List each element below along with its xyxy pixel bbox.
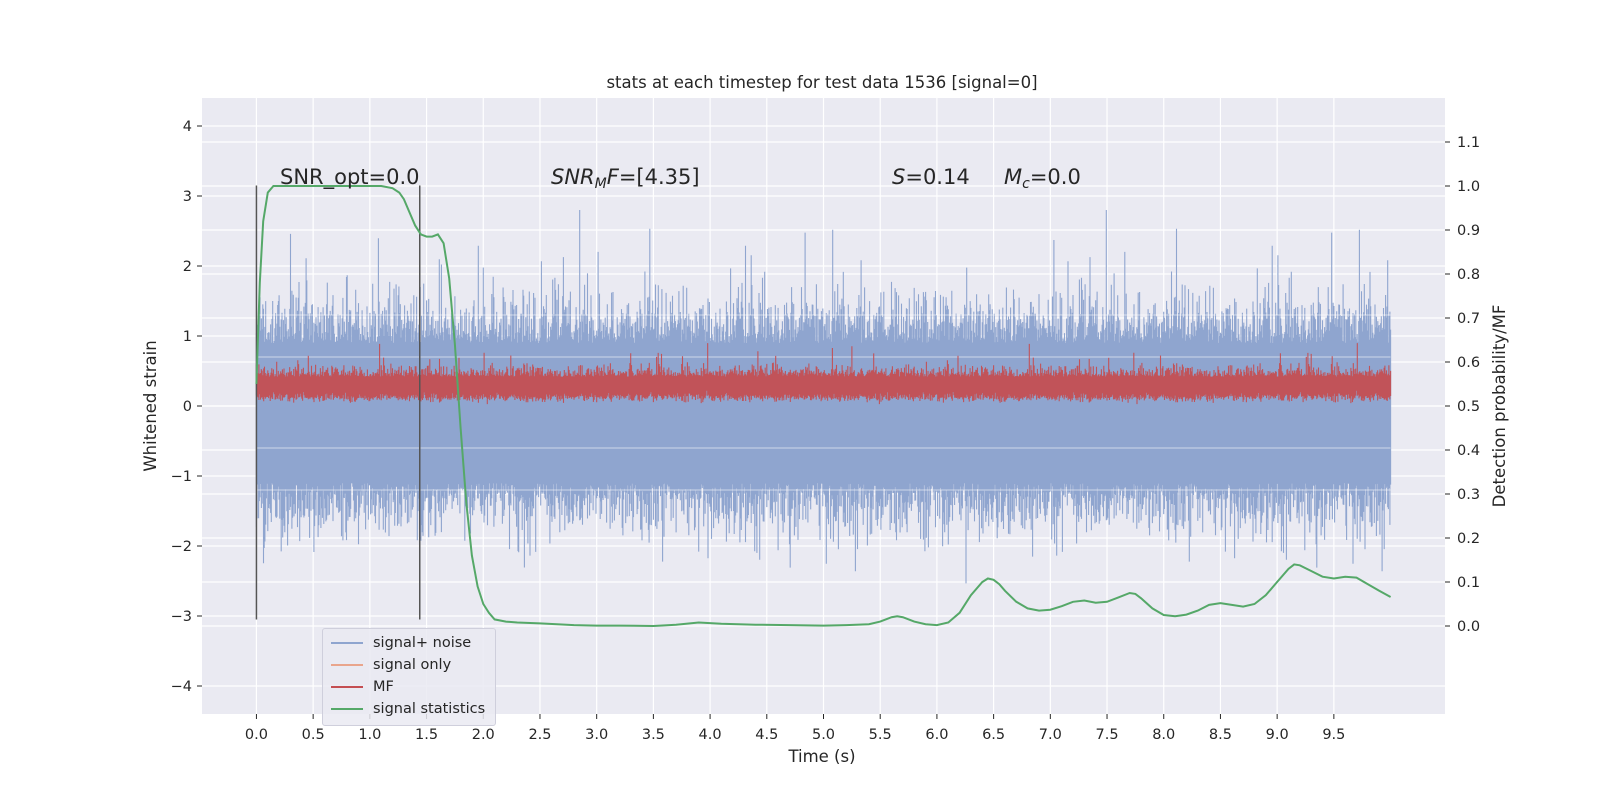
y-right-tick-label: 0.7 [1457,311,1480,327]
legend-item-signal-statistics: signal statistics [331,699,485,719]
legend-label: signal statistics [373,701,486,717]
annotation-snr-opt: SNR_opt=0.0 [280,165,420,190]
y-axis-ticks: 4 3 2 1 0 −1 −2 −3 −4 [171,119,202,695]
chart-title: stats at each timestep for test data 153… [606,73,1037,92]
x-tick-label: 7.5 [1095,727,1118,743]
series-signal-statistics [255,185,1392,628]
snr-mf-tail: F [607,165,620,189]
y-right-tick-label: 0.2 [1457,531,1480,547]
mc-sub: c [1022,176,1030,192]
x-tick-label: 9.0 [1266,727,1289,743]
x-tick-label: 0.0 [245,727,268,743]
x-tick-label: 9.5 [1322,727,1345,743]
y-tick-label: 2 [183,259,192,275]
y-right-tick-label: 1.1 [1457,135,1480,151]
x-tick-label: 4.5 [755,727,778,743]
y-right-tick-label: 1.0 [1457,179,1480,195]
y-tick-label: −3 [171,609,192,625]
y-right-tick-label: 0.8 [1457,267,1480,283]
x-tick-label: 3.5 [642,727,665,743]
legend-swatch-mf [331,686,363,688]
y-right-axis-ticks: 1.1 1.0 0.9 0.8 0.7 0.6 0.5 0.4 0.3 0.2 0.1 0.0 [1445,135,1480,635]
legend-label: MF [373,679,394,695]
y-right-tick-label: 0.6 [1457,355,1480,371]
legend-item-signal-only: signal only [331,655,451,675]
x-tick-label: 4.0 [699,727,722,743]
x-tick-label: 5.5 [869,727,892,743]
annotation-mc: Mc=0.0 [1004,165,1081,192]
x-tick-label: 1.5 [415,727,438,743]
x-tick-label: 6.0 [925,727,948,743]
legend-swatch-noise [331,642,363,644]
x-axis-ticks: 0.0 0.5 1.0 1.5 2.0 2.5 3.0 3.5 4.0 4.5 5.0 5.5 6.0 6… [245,714,1345,743]
mc-italic: M [1004,165,1022,189]
x-tick-label: 8.0 [1152,727,1175,743]
y-axis-label: Whitened strain [141,340,160,471]
x-tick-label: 5.0 [812,727,835,743]
annotation-snr-mf: SNRMF=[4.35] [551,165,700,192]
snr-mf-sub: M [595,176,607,192]
signal-statistics-line [255,185,1392,628]
x-tick-label: 2.5 [528,727,551,743]
x-tick-label: 0.5 [302,727,325,743]
y-right-tick-label: 0.3 [1457,487,1480,503]
x-tick-label: 2.0 [472,727,495,743]
legend-swatch-stats [331,708,363,710]
y-right-tick-label: 0.5 [1457,399,1480,415]
snr-mf-value: =[4.35] [619,165,700,189]
s-value: =0.14 [905,165,969,189]
x-tick-label: 3.0 [585,727,608,743]
y-right-tick-label: 0.1 [1457,575,1480,591]
x-tick-label: 6.5 [982,727,1005,743]
legend-item-signal-noise: signal+ noise [331,633,471,653]
legend: signal+ noise signal only MF signal stat… [322,628,496,726]
y-tick-label: 0 [183,399,192,415]
x-tick-label: 1.0 [358,727,381,743]
x-tick-label: 7.0 [1039,727,1062,743]
y-right-axis-label: Detection probability/MF [1490,305,1509,508]
y-tick-label: 3 [183,189,192,205]
marker-lines [255,185,421,620]
x-tick-label: 8.5 [1209,727,1232,743]
annotation-s: S=0.14 [892,165,970,189]
legend-label: signal only [373,657,452,673]
y-tick-label: 4 [183,119,192,135]
mc-value: =0.0 [1030,165,1081,189]
y-tick-label: 1 [183,329,192,345]
s-italic: S [892,165,905,189]
y-right-tick-label: 0.9 [1457,223,1480,239]
y-tick-label: −1 [171,469,192,485]
y-tick-label: −4 [171,679,192,695]
legend-label: signal+ noise [373,635,472,651]
snr-mf-italic: SNR [551,165,595,189]
y-right-tick-label: 0.0 [1457,619,1480,635]
x-axis-label: Time (s) [787,747,855,766]
y-right-tick-label: 0.4 [1457,443,1480,459]
legend-swatch-signal [331,664,363,666]
legend-item-mf: MF [331,677,394,697]
y-tick-label: −2 [171,539,192,555]
